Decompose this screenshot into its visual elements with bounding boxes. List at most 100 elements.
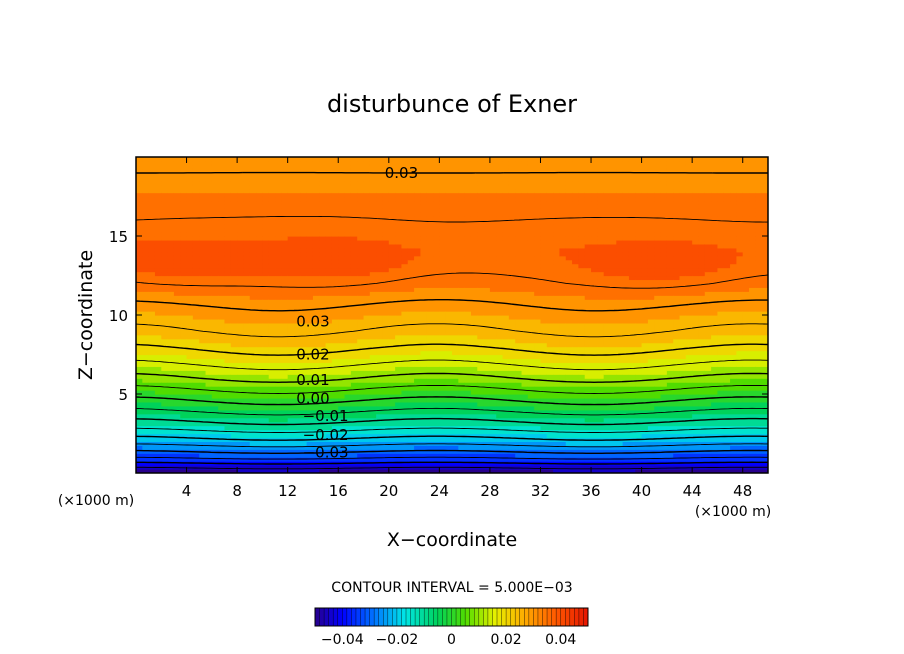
field-cell: [433, 338, 440, 344]
field-cell: [136, 315, 143, 320]
field-cell: [262, 243, 270, 249]
field-cell: [515, 386, 523, 391]
field-cell: [433, 358, 440, 363]
field-cell: [376, 413, 384, 419]
field-cell: [218, 390, 226, 395]
field-cell: [249, 413, 257, 419]
field-cell: [319, 216, 327, 221]
field-cell: [344, 330, 352, 336]
field-cell: [136, 322, 143, 328]
field-cell: [148, 397, 156, 403]
field-cell: [300, 184, 308, 190]
field-cell: [312, 200, 320, 205]
field-cell: [445, 409, 453, 415]
field-cell: [192, 409, 200, 415]
field-cell: [211, 346, 219, 352]
field-cell: [186, 291, 194, 296]
field-cell: [287, 394, 295, 399]
field-cell: [477, 338, 485, 344]
field-cell: [167, 188, 175, 194]
field-cell: [439, 330, 447, 336]
field-cell: [281, 307, 289, 312]
field-cell: [300, 303, 308, 308]
field-cell: [502, 358, 510, 363]
field-cell: [407, 232, 415, 237]
field-cell: [300, 220, 308, 225]
field-cell: [287, 433, 295, 439]
field-cell: [369, 362, 377, 367]
field-cell: [395, 461, 403, 466]
field-cell: [439, 366, 447, 371]
field-cell: [325, 208, 333, 213]
field-cell: [483, 287, 491, 292]
field-cell: [142, 326, 150, 332]
field-cell: [401, 437, 409, 442]
field-cell: [154, 299, 162, 304]
field-cell: [508, 176, 516, 182]
field-cell: [325, 441, 333, 446]
field-cell: [136, 255, 143, 261]
field-cell: [521, 232, 529, 237]
field-cell: [357, 441, 365, 446]
field-cell: [136, 334, 143, 340]
field-cell: [331, 417, 339, 423]
field-cell: [439, 397, 447, 403]
field-cell: [369, 453, 377, 458]
field-cell: [142, 401, 150, 407]
field-cell: [445, 291, 453, 296]
field-cell: [363, 212, 371, 217]
field-cell: [136, 192, 143, 198]
field-cell: [243, 279, 251, 284]
field-cell: [211, 386, 219, 391]
field-cell: [357, 279, 365, 284]
field-cell: [376, 358, 384, 363]
field-cell: [192, 216, 200, 221]
field-cell: [148, 236, 156, 241]
field-cell: [136, 263, 143, 269]
field-cell: [350, 433, 358, 439]
field-cell: [287, 326, 295, 332]
field-cell: [350, 342, 358, 348]
field-cell: [426, 224, 434, 229]
field-cell: [452, 255, 459, 261]
field-cell: [464, 180, 472, 186]
field-cell: [426, 192, 434, 198]
field-cell: [275, 382, 282, 387]
field-cell: [496, 445, 504, 450]
field-cell: [136, 228, 143, 233]
field-cell: [161, 441, 169, 446]
field-cell: [161, 299, 169, 304]
field-cell: [148, 295, 156, 300]
field-cell: [363, 271, 371, 277]
field-cell: [477, 263, 485, 269]
field-cell: [275, 263, 282, 269]
field-cell: [325, 449, 333, 454]
field-cell: [496, 204, 504, 209]
field-cell: [205, 247, 213, 253]
field-cell: [312, 354, 320, 360]
field-cell: [312, 322, 320, 328]
field-cell: [363, 469, 371, 473]
field-cell: [287, 224, 295, 229]
field-cell: [300, 366, 308, 371]
field-cell: [376, 208, 384, 213]
field-cell: [306, 259, 314, 265]
field-cell: [325, 224, 333, 229]
field-cell: [312, 445, 320, 450]
field-cell: [439, 429, 447, 435]
field-cell: [287, 350, 295, 356]
field-cell: [148, 247, 156, 253]
field-cell: [186, 192, 194, 198]
field-cell: [496, 188, 504, 194]
field-cell: [192, 394, 200, 399]
field-cell: [414, 366, 421, 371]
field-cell: [300, 354, 308, 360]
field-cell: [521, 326, 529, 332]
field-cell: [224, 247, 232, 253]
field-cell: [173, 208, 181, 213]
field-cell: [350, 295, 358, 300]
field-cell: [439, 457, 447, 462]
field-cell: [249, 172, 257, 178]
field-cell: [369, 409, 377, 415]
field-cell: [452, 295, 459, 300]
